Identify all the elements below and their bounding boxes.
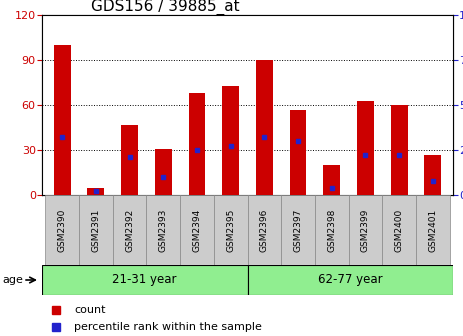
Text: percentile rank within the sample: percentile rank within the sample	[74, 322, 262, 332]
Bar	[155, 149, 172, 195]
Text: GSM2394: GSM2394	[193, 208, 201, 252]
Text: GSM2398: GSM2398	[327, 208, 336, 252]
Bar	[290, 110, 307, 195]
Bar	[315, 195, 349, 265]
Bar	[188, 93, 206, 195]
Bar	[256, 60, 273, 195]
Bar	[88, 187, 104, 195]
Text: GSM2395: GSM2395	[226, 208, 235, 252]
Text: GSM2396: GSM2396	[260, 208, 269, 252]
Bar	[45, 195, 79, 265]
Text: 21-31 year: 21-31 year	[113, 274, 177, 287]
Bar	[323, 165, 340, 195]
Bar	[222, 85, 239, 195]
Text: GSM2393: GSM2393	[159, 208, 168, 252]
Bar	[54, 45, 71, 195]
Text: count: count	[74, 305, 106, 315]
Bar	[121, 125, 138, 195]
Bar	[248, 265, 453, 295]
Bar	[425, 155, 441, 195]
Text: GSM2392: GSM2392	[125, 208, 134, 252]
Bar	[180, 195, 214, 265]
Text: GSM2399: GSM2399	[361, 208, 370, 252]
Text: GSM2401: GSM2401	[428, 208, 437, 252]
Bar	[146, 195, 180, 265]
Text: age: age	[2, 275, 23, 285]
Text: GSM2400: GSM2400	[394, 208, 404, 252]
Bar	[416, 195, 450, 265]
Bar	[391, 105, 407, 195]
Bar	[42, 265, 248, 295]
Text: GSM2390: GSM2390	[58, 208, 67, 252]
Bar	[349, 195, 382, 265]
Text: GSM2397: GSM2397	[294, 208, 302, 252]
Text: GDS156 / 39885_at: GDS156 / 39885_at	[91, 0, 240, 15]
Bar	[357, 100, 374, 195]
Bar	[382, 195, 416, 265]
Bar	[214, 195, 248, 265]
Text: GSM2391: GSM2391	[91, 208, 100, 252]
Text: 62-77 year: 62-77 year	[318, 274, 382, 287]
Bar	[79, 195, 113, 265]
Bar	[248, 195, 281, 265]
Bar	[281, 195, 315, 265]
Bar	[113, 195, 146, 265]
